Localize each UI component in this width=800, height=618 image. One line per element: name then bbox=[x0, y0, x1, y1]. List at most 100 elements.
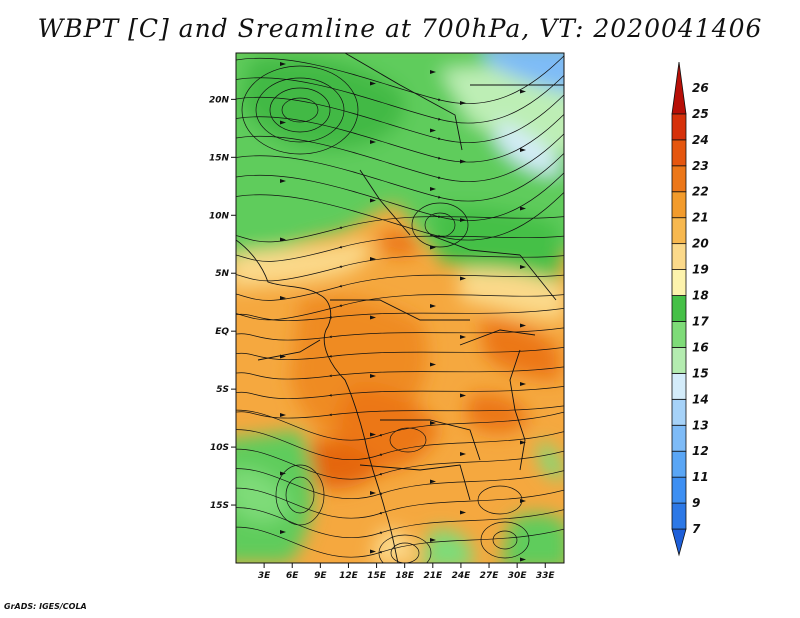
colorbar-segment bbox=[671, 372, 687, 400]
lon-tick-label: 3E bbox=[258, 571, 271, 581]
colorbar-segment bbox=[671, 502, 687, 530]
colorbar-segment bbox=[671, 165, 687, 193]
streamline bbox=[236, 216, 564, 243]
colorbar-label: 17 bbox=[692, 314, 709, 328]
colorbar-label: 24 bbox=[692, 133, 709, 147]
streamline-arrow bbox=[280, 413, 286, 417]
streamline-arrow bbox=[280, 62, 286, 66]
streamline bbox=[236, 133, 564, 182]
streamline-arrow bbox=[610, 109, 616, 113]
lat-tick-label: 20N bbox=[209, 95, 230, 105]
colorbar-label: 25 bbox=[692, 107, 709, 121]
colorbar-label: 20 bbox=[692, 237, 709, 251]
streamline-arrow bbox=[460, 218, 466, 222]
streamline-arrow bbox=[460, 452, 466, 456]
streamline-arrow bbox=[430, 304, 436, 308]
lat-tick-label: 10N bbox=[209, 211, 230, 221]
colorbar-label: 19 bbox=[692, 263, 709, 277]
colorbar-segment bbox=[671, 398, 687, 426]
streamline-arrow bbox=[430, 538, 436, 542]
colorbar: 7 9 11 12 13 14 15 16 17 18 19 20 21 22 23 24 25 26 bbox=[671, 61, 709, 557]
streamline-arrow bbox=[280, 296, 286, 300]
streamline bbox=[236, 55, 564, 104]
streamline-arrow bbox=[370, 549, 376, 554]
lon-tick-label: 12E bbox=[339, 571, 359, 581]
colorbar-label: 9 bbox=[692, 496, 700, 510]
streamline bbox=[236, 152, 564, 202]
streamline-arrow bbox=[520, 557, 526, 562]
colorbar-segment bbox=[671, 295, 687, 322]
colorbar-bottom-arrow bbox=[671, 528, 687, 557]
country-borders bbox=[236, 53, 564, 563]
lon-tick-label: 21E bbox=[423, 571, 443, 581]
lon-tick-label: 30E bbox=[508, 571, 528, 581]
lon-tick-label: 15E bbox=[367, 571, 387, 581]
colorbar-segment bbox=[671, 450, 687, 478]
streamline-arrow bbox=[370, 432, 376, 437]
colorbar-label: 26 bbox=[692, 81, 709, 95]
map-frame bbox=[235, 52, 565, 564]
streamline-arrow bbox=[370, 374, 376, 378]
latitude-axis: 20N 15N 10N 5N EQ 5S 10S 15S bbox=[209, 95, 236, 511]
streamline-arrow bbox=[280, 237, 286, 242]
lon-tick-label: 33E bbox=[536, 571, 556, 581]
colorbar-segment bbox=[671, 191, 687, 219]
streamline-arrow bbox=[520, 148, 526, 152]
colorbar-label: 22 bbox=[692, 185, 709, 199]
colorbar-label: 21 bbox=[692, 211, 709, 225]
colorbar-label: 16 bbox=[692, 340, 709, 354]
colorbar-label: 12 bbox=[692, 444, 709, 458]
wbpt-color-field bbox=[236, 53, 564, 563]
streamline-arrow bbox=[610, 402, 616, 406]
streamline-arrow bbox=[280, 120, 286, 125]
colorbar-label: 14 bbox=[692, 392, 709, 406]
streamline-arrow bbox=[460, 393, 466, 398]
colorbar-segment bbox=[671, 476, 687, 504]
streamline-arrow bbox=[370, 315, 376, 320]
streamline bbox=[236, 255, 564, 282]
streamline-arrow bbox=[520, 206, 526, 211]
streamline bbox=[236, 307, 564, 321]
streamline-arrow bbox=[610, 460, 616, 464]
streamline-arrow bbox=[430, 421, 436, 425]
colorbar-label: 15 bbox=[692, 366, 709, 380]
colorbar-label: 23 bbox=[692, 159, 709, 173]
streamline-arrow bbox=[520, 323, 526, 328]
lat-tick-label: EQ bbox=[215, 327, 229, 337]
longitude-axis: 3E 6E 9E 12E 15E 18E 21E 24E 27E 30E 33E bbox=[258, 563, 556, 581]
streamline-arrow bbox=[430, 70, 436, 74]
streamline bbox=[236, 274, 564, 301]
grads-credit: GrADS: IGES/COLA bbox=[4, 602, 87, 611]
streamline-arrow bbox=[520, 265, 526, 269]
colorbar-segment bbox=[671, 139, 687, 167]
streamline-arrow bbox=[610, 343, 616, 347]
streamline-arrow bbox=[610, 285, 616, 289]
lon-tick-label: 24E bbox=[452, 571, 472, 581]
lat-tick-label: 5N bbox=[215, 269, 229, 279]
colorbar-label: 11 bbox=[692, 470, 709, 484]
streamline-arrow bbox=[280, 530, 286, 534]
streamline-arrow bbox=[610, 519, 616, 523]
colorbar-segment bbox=[671, 113, 687, 141]
lon-tick-label: 6E bbox=[286, 571, 299, 581]
colorbar-label: 18 bbox=[692, 289, 709, 303]
streamline bbox=[236, 94, 564, 143]
chart-title: WBPT [C] and Sreamline at 700hPa, VT: 20… bbox=[37, 14, 763, 43]
streamline-arrow bbox=[610, 168, 616, 172]
lat-tick-label: 5S bbox=[216, 385, 229, 395]
streamline bbox=[236, 448, 564, 480]
lat-tick-label: 10S bbox=[210, 443, 229, 453]
streamline-arrow bbox=[370, 140, 376, 144]
streamline bbox=[236, 327, 564, 341]
streamline bbox=[236, 526, 564, 558]
streamline-arrow bbox=[370, 491, 376, 495]
streamline-arrow bbox=[430, 362, 436, 367]
streamline bbox=[236, 74, 564, 124]
colorbar-top-arrow bbox=[671, 61, 687, 115]
streamline-arrow bbox=[430, 479, 436, 484]
streamline-arrow bbox=[610, 226, 616, 230]
streamline bbox=[236, 113, 564, 163]
streamline-arrow bbox=[430, 128, 436, 133]
colorbar-segment bbox=[671, 424, 687, 452]
